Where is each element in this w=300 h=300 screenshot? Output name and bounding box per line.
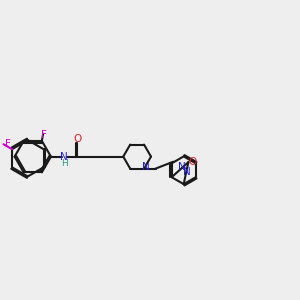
Text: O: O — [74, 134, 82, 144]
Text: F: F — [41, 130, 47, 140]
Text: H: H — [61, 159, 68, 168]
Text: N: N — [60, 152, 68, 162]
Text: C: C — [77, 156, 79, 157]
Text: N: N — [183, 167, 191, 177]
Text: N: N — [178, 162, 186, 172]
Text: N: N — [142, 162, 149, 172]
Text: F: F — [4, 139, 10, 149]
Text: O: O — [189, 157, 197, 167]
